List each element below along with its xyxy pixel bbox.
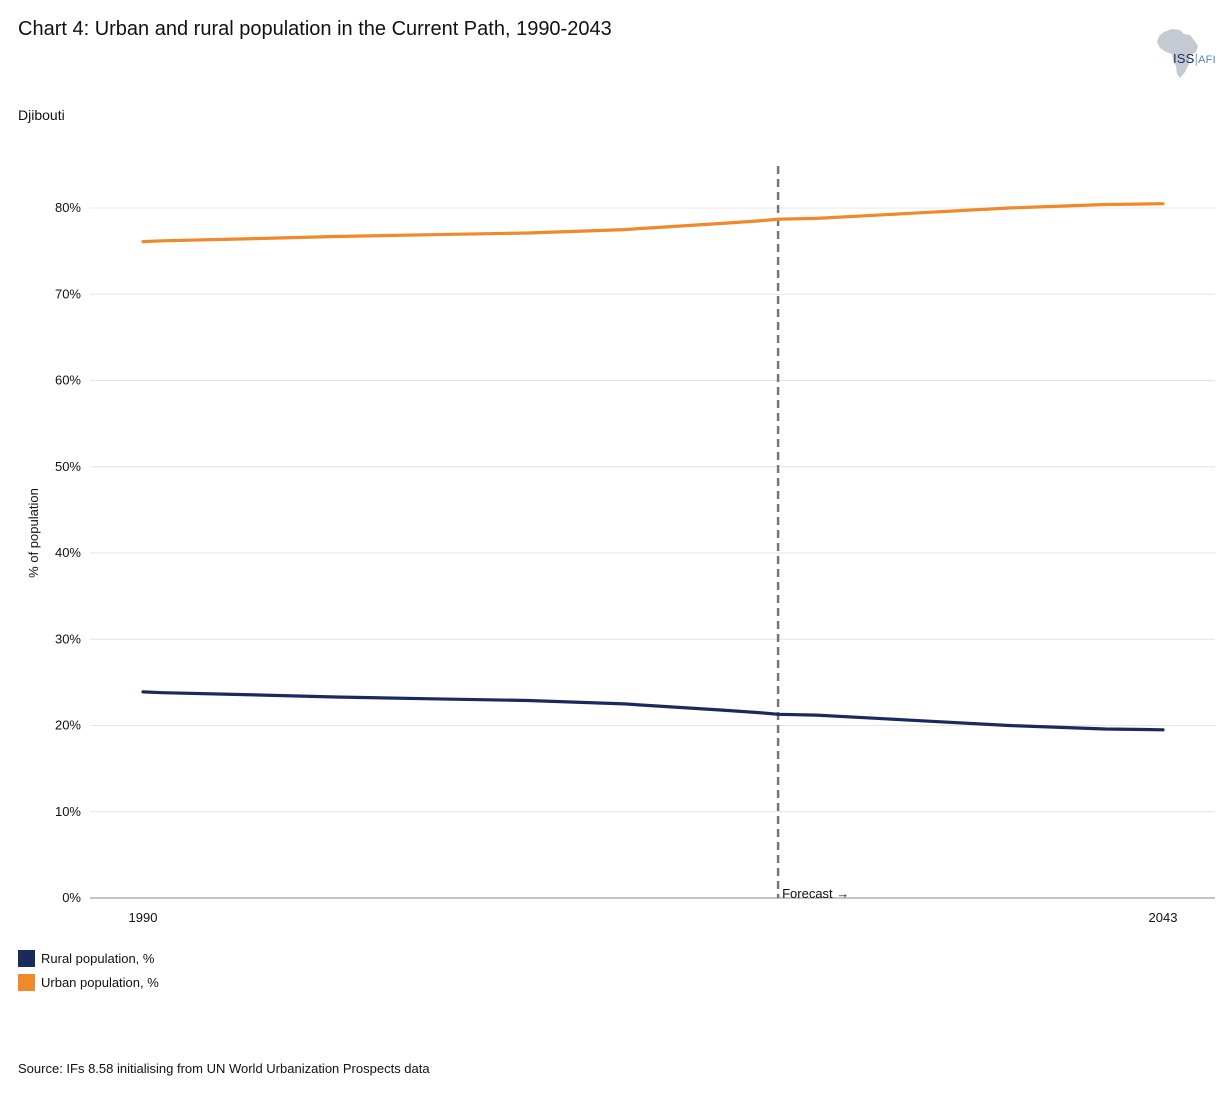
x-axis-tick-labels: 1990 2043 xyxy=(129,910,1178,925)
y-tick-label: 60% xyxy=(55,373,81,388)
legend-item-rural: Rural population, % xyxy=(18,946,159,970)
logo-primary: ISS xyxy=(1173,51,1195,66)
africa-map-icon xyxy=(1157,29,1198,78)
y-tick-label: 0% xyxy=(62,890,81,905)
series-lines xyxy=(141,202,1165,732)
y-tick-label: 30% xyxy=(55,631,81,646)
y-axis-label: % of population xyxy=(26,488,41,578)
iss-afi-logo: ISS|AFI xyxy=(1150,26,1220,82)
chart-title: Chart 4: Urban and rural population in t… xyxy=(18,18,612,40)
y-tick-label: 40% xyxy=(55,545,81,560)
legend: Rural population, % Urban population, % xyxy=(18,946,159,994)
legend-swatch-rural xyxy=(18,949,35,967)
chart-subtitle: Djibouti xyxy=(18,107,65,123)
legend-label-urban: Urban population, % xyxy=(41,974,159,990)
forecast-label: Forecast → xyxy=(782,886,849,901)
urban-population-line xyxy=(141,202,1165,244)
line-chart: 0% 10% 20% 30% 40% 50% 60% 70% 80% 1990 2043 Fore… xyxy=(26,166,1215,925)
y-tick-label: 50% xyxy=(55,459,81,474)
rural-population-line xyxy=(141,690,1165,732)
legend-item-urban: Urban population, % xyxy=(18,970,159,994)
logo-text: ISS|AFI xyxy=(1173,51,1216,66)
y-tick-label: 70% xyxy=(55,286,81,301)
logo-separator: | xyxy=(1194,51,1199,66)
y-tick-label: 20% xyxy=(55,718,81,733)
source-note: Source: IFs 8.58 initialising from UN Wo… xyxy=(18,1061,430,1076)
gridlines xyxy=(90,207,1215,813)
logo-secondary: AFI xyxy=(1198,54,1216,66)
x-tick-label: 1990 xyxy=(129,910,158,925)
y-axis-tick-labels: 0% 10% 20% 30% 40% 50% 60% 70% 80% xyxy=(55,200,81,905)
x-tick-label: 2043 xyxy=(1149,910,1178,925)
legend-label-rural: Rural population, % xyxy=(41,950,155,966)
legend-swatch-urban xyxy=(18,973,35,991)
y-tick-label: 10% xyxy=(55,804,81,819)
y-tick-label: 80% xyxy=(55,200,81,215)
